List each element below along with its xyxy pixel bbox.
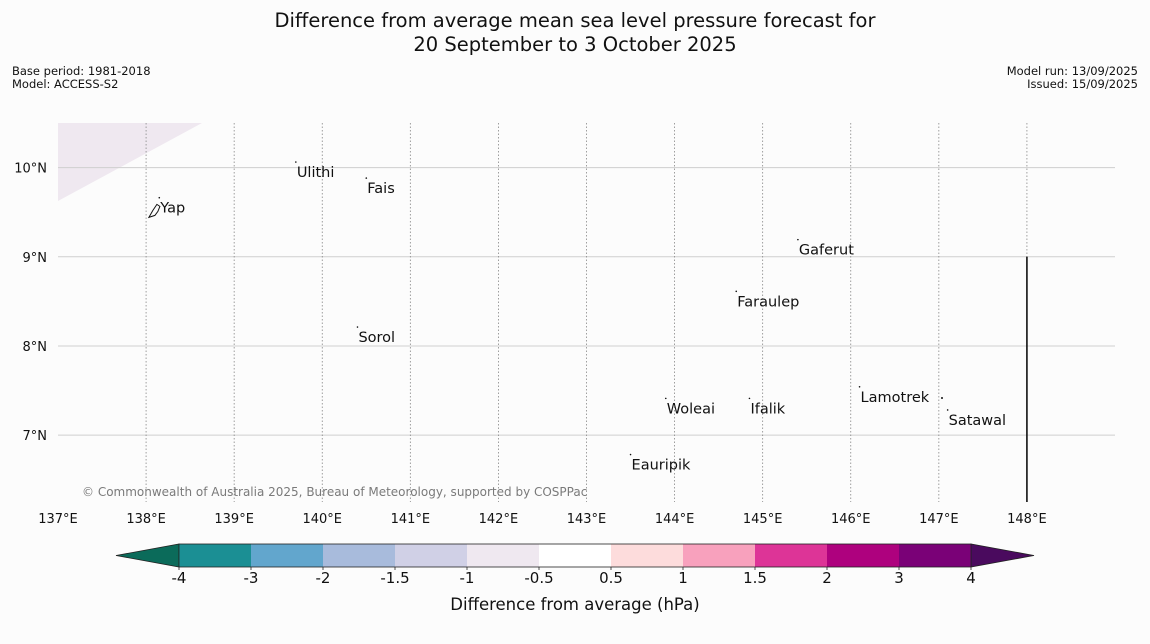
copyright-credit: © Commonwealth of Australia 2025, Bureau… [82, 485, 587, 499]
lon-tick-label: 148°E [1007, 512, 1047, 527]
lon-tick-label: 144°E [655, 512, 695, 527]
chart-title: Difference from average mean sea level p… [0, 9, 1150, 57]
island-dot [946, 409, 949, 411]
place-label: Sorol [358, 330, 395, 346]
place-marker: Sorol [356, 326, 395, 346]
place-marker: Lamotrek [858, 385, 930, 406]
colorbar-segment [611, 544, 683, 567]
colorbar-segment [395, 544, 467, 567]
yap-island-outline [147, 203, 161, 219]
place-label: Gaferut [799, 243, 854, 259]
place-label: Eauripik [632, 458, 691, 474]
lon-tick-label: 146°E [831, 512, 871, 527]
island-dot [735, 290, 738, 293]
colorbar-over-arrow [970, 543, 1035, 568]
colorbar-tick-label: -2 [316, 569, 331, 587]
place-marker: Ulithi [295, 161, 334, 181]
island-dot [629, 453, 632, 456]
island-dot [797, 238, 799, 241]
map-area: 10°N 9°N 8°N 7°N 137°E 138°E 139°E 140°E 141°E 14… [14, 123, 1115, 527]
colorbar-tick-label: -4 [172, 569, 187, 587]
lon-tick-label: 137°E [38, 512, 78, 527]
colorbar-tick-label: -1.5 [380, 569, 409, 587]
lon-tick-label: 139°E [214, 512, 254, 527]
colorbar-tick-label: 4 [966, 569, 976, 587]
colorbar-tick-label: 0.5 [599, 569, 623, 587]
colorbar-segment [755, 544, 827, 567]
colorbar-frame [178, 543, 972, 568]
place-marker: Yap [158, 196, 185, 217]
model-run-text: Model run: 13/09/2025 [1006, 64, 1138, 78]
lat-tick-label: 7°N [23, 429, 48, 444]
lon-tick-label: 141°E [391, 512, 431, 527]
lon-tick-label: 145°E [743, 512, 783, 527]
place-label: Woleai [667, 401, 715, 417]
colorbar-segment [539, 544, 611, 567]
lat-tick-label: 9°N [23, 251, 48, 266]
lon-tick-label: 138°E [126, 512, 166, 527]
issued-text: Issued: 15/09/2025 [1027, 77, 1138, 91]
lat-tick-label: 10°N [14, 162, 47, 177]
place-label: Faraulep [737, 294, 799, 310]
shaded-anomaly-region [58, 123, 202, 201]
place-marker: Faraulep [735, 290, 799, 310]
colorbar-tick-label: -1 [460, 569, 475, 587]
colorbar-segment [467, 544, 539, 567]
lon-tick-label: 140°E [302, 512, 342, 527]
colorbar: -4 -3 -2 -1.5 -1 -0.5 0.5 1 1.5 2 3 4 [115, 543, 1035, 587]
base-period-text: Base period: 1981-2018 [12, 64, 151, 78]
island-dot [664, 397, 667, 400]
place-marker: Gaferut [797, 238, 854, 259]
place-marker: Satawal [946, 409, 1006, 429]
colorbar-label: Difference from average (hPa) [450, 595, 699, 614]
lon-tick-label: 147°E [919, 512, 959, 527]
island-dot [295, 161, 297, 163]
island-dot [356, 326, 359, 328]
colorbar-segment [683, 544, 755, 567]
colorbar-segment [251, 544, 323, 567]
colorbar-under-arrow [115, 543, 180, 568]
colorbar-segment [827, 544, 899, 567]
title-line-1: Difference from average mean sea level p… [274, 9, 876, 32]
place-label: Ulithi [297, 165, 335, 181]
place-label: Satawal [949, 413, 1006, 429]
place-marker: Woleai [664, 397, 715, 417]
place-label: Lamotrek [861, 390, 930, 406]
colorbar-segment [899, 544, 971, 567]
island-dot [158, 196, 161, 199]
title-line-2: 20 September to 3 October 2025 [413, 33, 737, 56]
place-label: Yap [159, 201, 185, 217]
place-marker: Ifalik [748, 397, 786, 417]
colorbar-tick-label: 1 [678, 569, 688, 587]
lon-tick-label: 143°E [567, 512, 607, 527]
place-marker: Eauripik [629, 453, 691, 474]
island-dot [858, 385, 861, 388]
lon-tick-label: 142°E [479, 512, 519, 527]
lat-tick-label: 8°N [23, 340, 48, 355]
island-dot [941, 397, 943, 399]
colorbar-segment [323, 544, 395, 567]
run-info: Model run: 13/09/2025 Issued: 15/09/2025 [1007, 65, 1138, 91]
colorbar-segment [179, 544, 251, 567]
colorbar-tick-label: -0.5 [524, 569, 553, 587]
place-marker: Fais [365, 177, 395, 197]
base-info: Base period: 1981-2018 Model: ACCESS-S2 [12, 65, 151, 91]
colorbar-tick-label: 3 [894, 569, 904, 587]
place-label: Fais [367, 181, 394, 197]
place-label: Ifalik [750, 401, 785, 417]
model-text: Model: ACCESS-S2 [12, 77, 119, 91]
island-dot [748, 397, 751, 400]
colorbar-tick-label: -3 [244, 569, 259, 587]
colorbar-tick-label: 1.5 [743, 569, 767, 587]
colorbar-tick-label: 2 [822, 569, 832, 587]
island-dot [365, 177, 368, 179]
